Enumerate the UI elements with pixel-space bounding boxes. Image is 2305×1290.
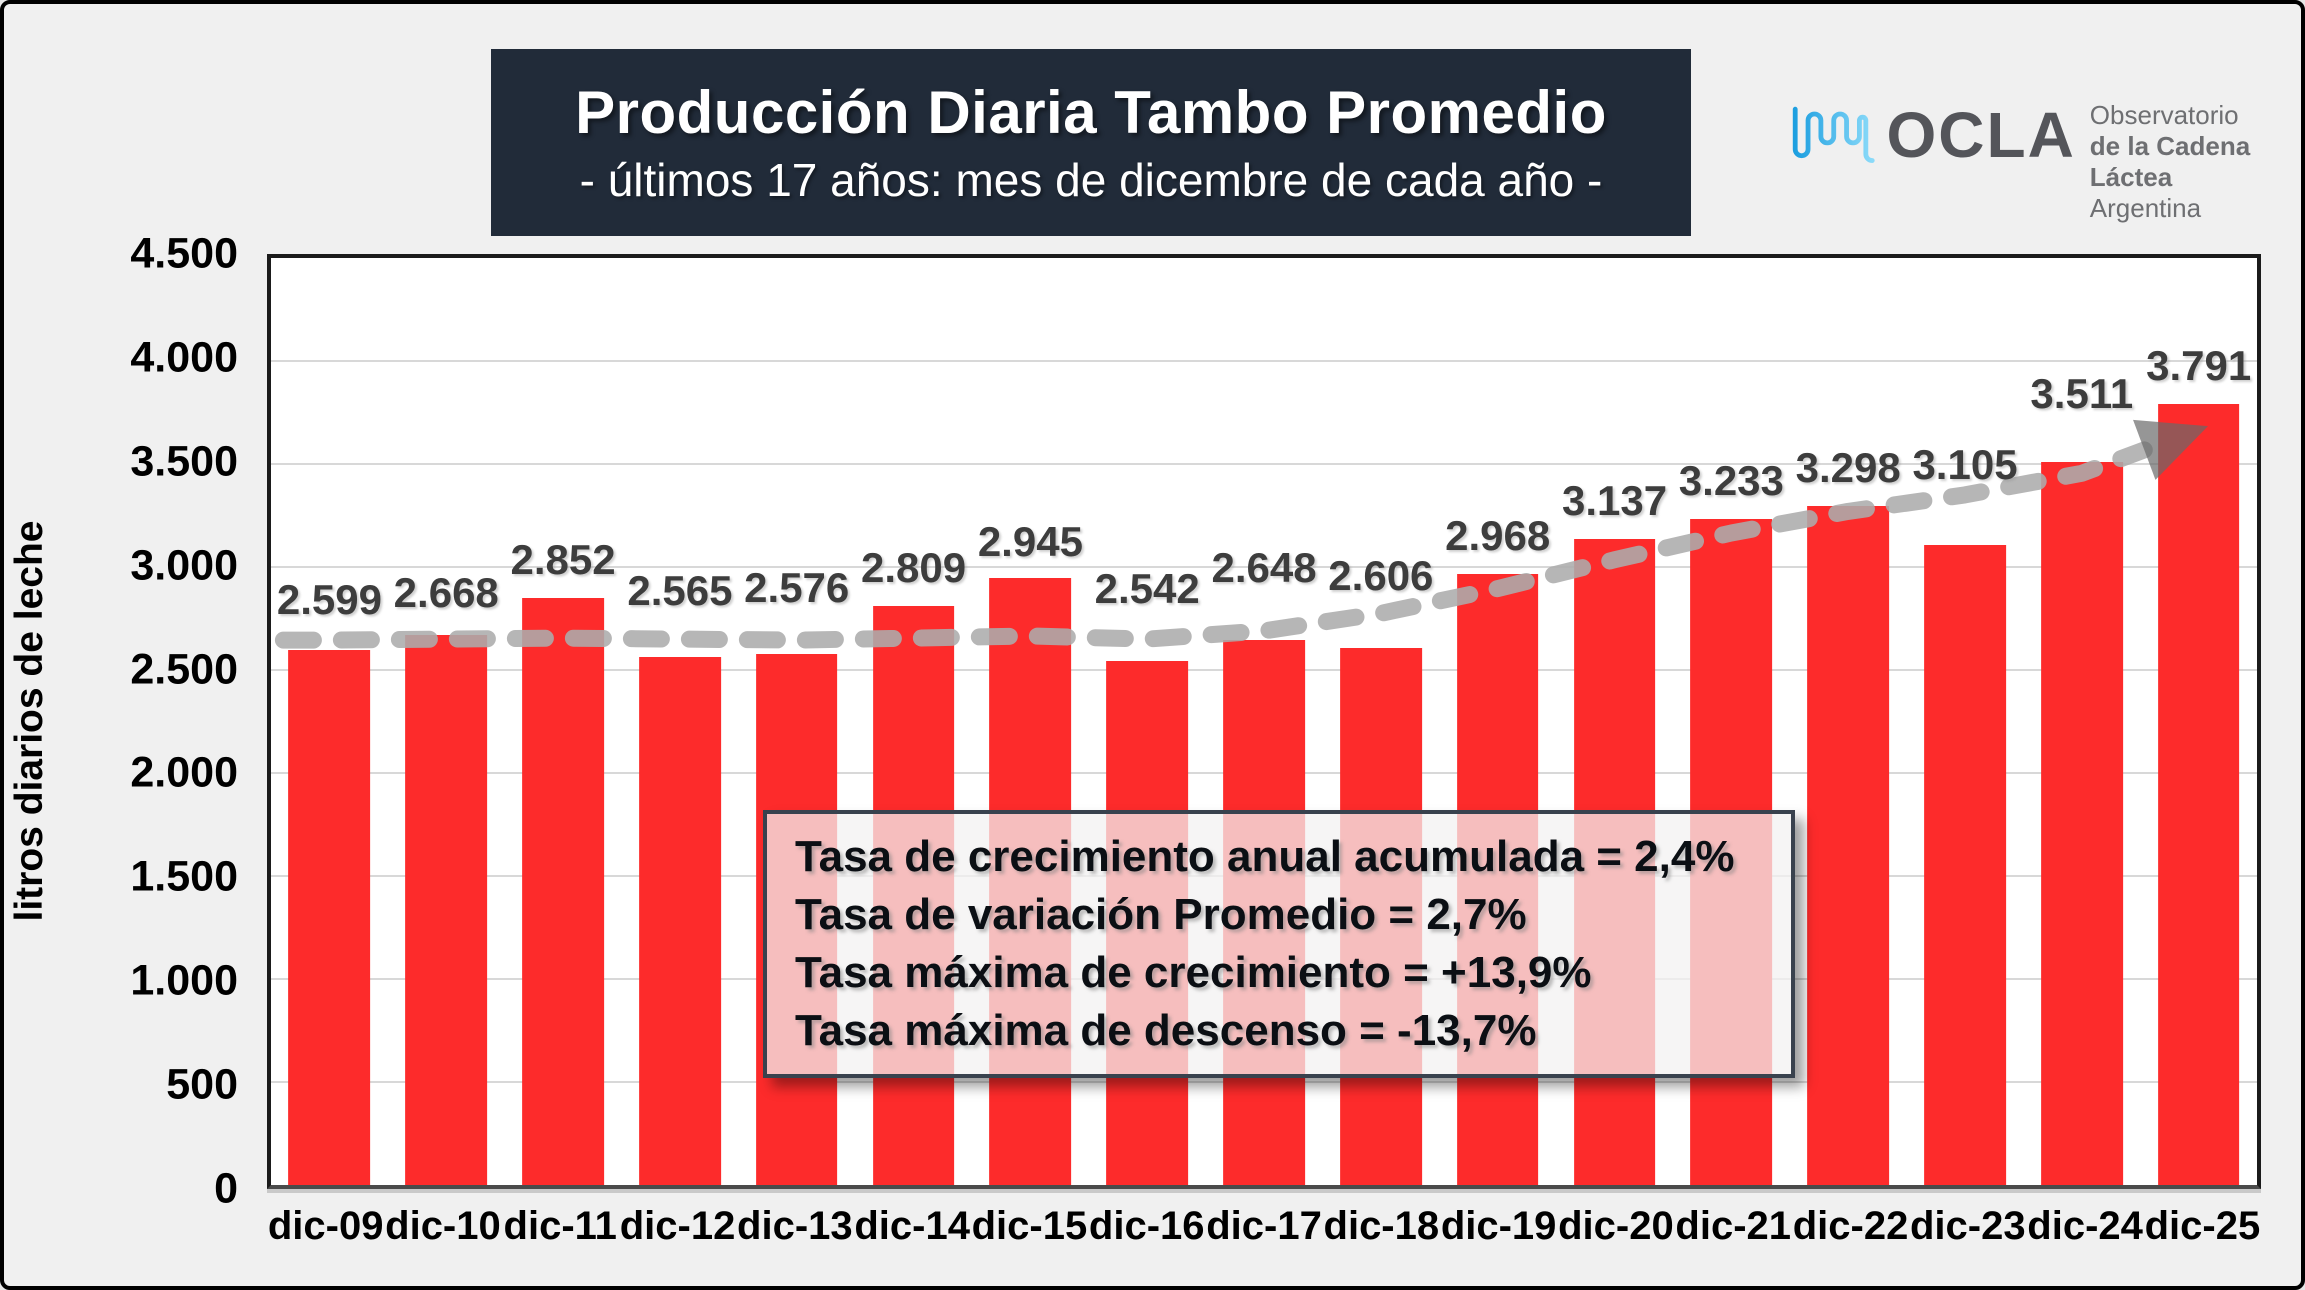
y-axis-ticks: 0 500 1.000 1.500 2.000 2.500 3.000 3.500 4.000 4… — [4, 230, 252, 1213]
ocla-wave-icon — [1792, 106, 1875, 163]
bar-slot: 3.791 — [2140, 258, 2257, 1185]
x-tick-label: dic-21 — [1675, 1204, 1792, 1248]
chart-subtitle: - últimos 17 años: mes de dicembre de ca… — [579, 154, 1603, 206]
bar-slot: 3.511 — [2023, 258, 2140, 1185]
bar-value-label: 3.511 — [2030, 369, 2134, 417]
x-tick-label: dic-10 — [385, 1204, 501, 1248]
bar-value-label: 2.565 — [627, 566, 733, 614]
x-tick-label: dic-09 — [267, 1204, 384, 1248]
bar-value-label: 2.576 — [744, 564, 850, 612]
x-tick-label: dic-25 — [2144, 1204, 2261, 1248]
x-tick-label: dic-18 — [1323, 1204, 1440, 1248]
bar-slot: 2.599 — [271, 258, 388, 1185]
y-tick-label: 500 — [166, 1060, 238, 1109]
bar-slot: 2.565 — [621, 258, 738, 1185]
y-tick-label: 0 — [214, 1164, 238, 1213]
stats-line-max-decline: Tasa máxima de descenso = -13,7% — [795, 1006, 1537, 1055]
x-tick-label: dic-20 — [1558, 1204, 1674, 1248]
bar-value-label: 2.542 — [1094, 565, 1200, 613]
bar-dic-12 — [639, 656, 721, 1185]
x-tick-label: dic-11 — [503, 1204, 617, 1248]
ocla-logo: OCLA Observatorio de la Cadena Láctea Ar… — [1792, 90, 2301, 224]
bar-slot: 3.298 — [1790, 258, 1907, 1185]
bar-slot: 2.668 — [388, 258, 505, 1185]
bar-dic-11 — [522, 597, 604, 1185]
ocla-tagline-line2: de la Cadena Láctea — [2089, 131, 2251, 192]
bar-dic-22 — [1807, 505, 1890, 1185]
ocla-tagline-line1: Observatorio — [2089, 100, 2239, 130]
bar-dic-25 — [2157, 404, 2240, 1185]
x-tick-label: dic-22 — [1792, 1204, 1909, 1248]
bar-value-label: 3.137 — [1561, 476, 1668, 524]
stats-line-cagr: Tasa de crecimiento anual acumulada = 2,… — [795, 832, 1735, 881]
x-tick-label: dic-15 — [971, 1204, 1088, 1248]
bar-dic-23 — [1924, 545, 2006, 1185]
ocla-tagline-line3: Argentina — [2089, 193, 2202, 223]
bar-value-label: 2.968 — [1445, 511, 1551, 559]
bar-value-label: 2.606 — [1328, 552, 1434, 600]
chart-title: Producción Diaria Tambo Promedio — [575, 79, 1607, 146]
bar-value-label: 3.298 — [1795, 443, 1901, 491]
bar-value-label: 3.791 — [2146, 342, 2252, 390]
x-tick-label: dic-17 — [1206, 1204, 1322, 1248]
y-tick-label: 3.000 — [130, 541, 238, 590]
bar-dic-09 — [288, 649, 371, 1185]
bar-value-label: 3.233 — [1678, 457, 1784, 505]
y-tick-label: 2.000 — [130, 748, 238, 797]
bar-slot: 3.105 — [1907, 258, 2024, 1185]
y-tick-label: 4.500 — [130, 229, 238, 278]
bar-slot: 2.852 — [505, 258, 622, 1185]
x-axis-labels: dic-09 dic-10 dic-11 dic-12 dic-13 dic-14 dic-… — [267, 1204, 2261, 1264]
y-tick-label: 4.000 — [130, 333, 238, 382]
x-tick-label: dic-13 — [737, 1204, 853, 1248]
bar-value-label: 2.852 — [510, 535, 616, 583]
y-tick-label: 3.500 — [130, 437, 238, 486]
y-tick-label: 1.000 — [130, 956, 238, 1005]
title-box: Producción Diaria Tambo Promedio - últim… — [491, 49, 1691, 236]
bar-value-label: 2.809 — [860, 544, 967, 592]
y-tick-label: 2.500 — [130, 645, 238, 694]
bar-dic-10 — [405, 635, 488, 1185]
stats-line-avg-variation: Tasa de variación Promedio = 2,7% — [795, 890, 1527, 939]
bar-value-label: 2.599 — [276, 575, 382, 623]
x-tick-label: dic-24 — [2027, 1204, 2143, 1248]
ocla-tagline: Observatorio de la Cadena Láctea Argenti… — [2090, 100, 2301, 224]
bar-value-label: 3.105 — [1912, 441, 2018, 489]
bar-dic-24 — [2040, 461, 2123, 1185]
stats-line-max-growth: Tasa máxima de crecimiento = +13,9% — [795, 948, 1592, 997]
x-tick-label: dic-16 — [1088, 1204, 1205, 1248]
ocla-wordmark: OCLA — [1886, 99, 2076, 171]
x-tick-label: dic-19 — [1440, 1204, 1557, 1248]
bar-value-label: 2.668 — [393, 569, 499, 617]
x-tick-label: dic-23 — [1910, 1204, 2026, 1248]
stats-box: Tasa de crecimiento anual acumulada = 2,… — [763, 810, 1795, 1078]
bar-value-label: 2.945 — [977, 518, 1083, 566]
x-tick-label: dic-14 — [854, 1204, 970, 1248]
bar-value-label: 2.648 — [1211, 543, 1317, 591]
gridline — [271, 360, 2257, 363]
y-tick-label: 1.500 — [130, 852, 238, 901]
x-tick-label: dic-12 — [619, 1204, 736, 1248]
